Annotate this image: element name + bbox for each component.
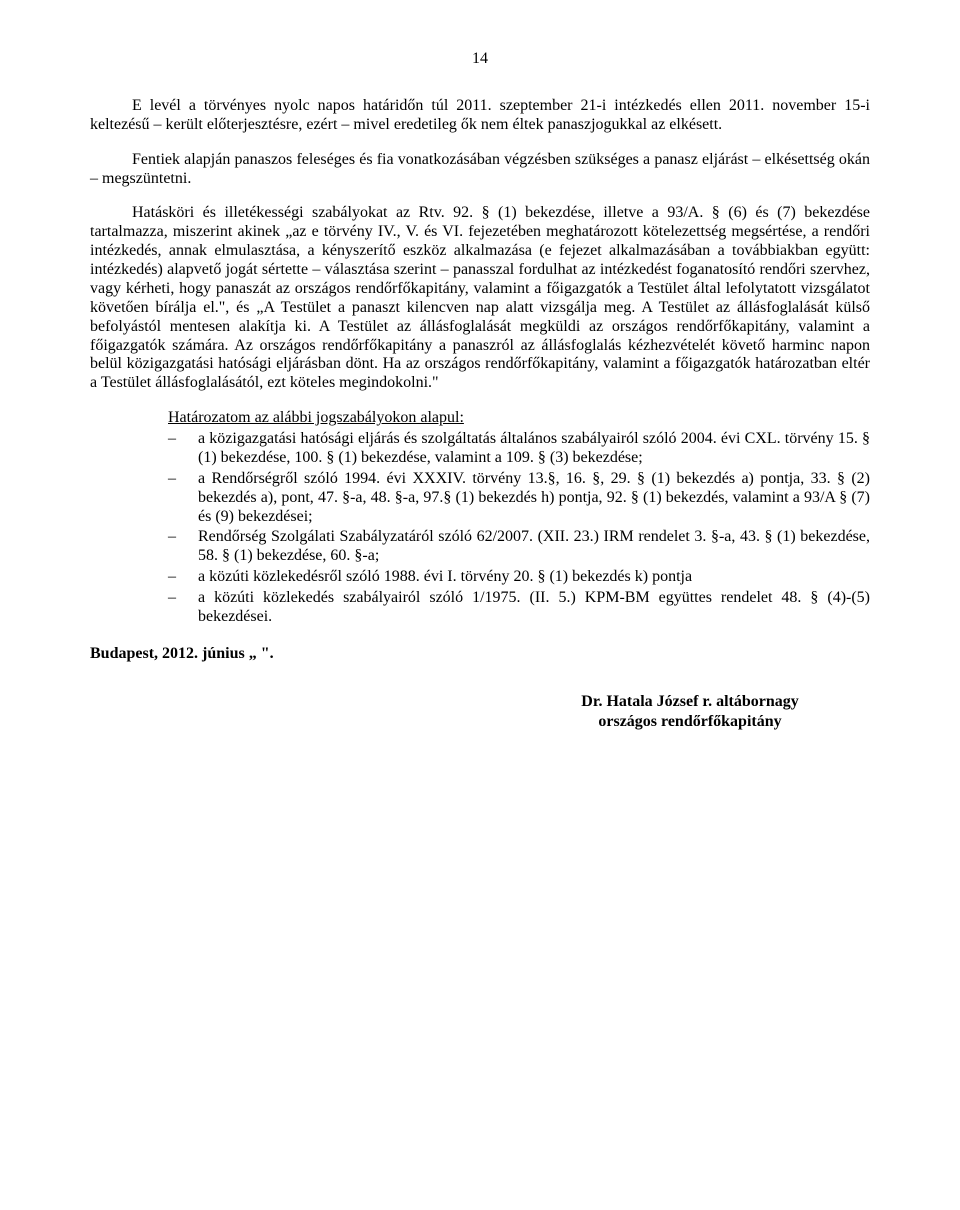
page-number: 14 [90, 50, 870, 69]
list-item: a közigazgatási hatósági eljárás és szol… [168, 430, 870, 468]
legal-basis-block: Határozatom az alábbi jogszabályokon ala… [90, 409, 870, 627]
list-item: a közúti közlekedés szabályairól szóló 1… [168, 589, 870, 627]
signature-name: Dr. Hatala József r. altábornagy [510, 692, 870, 712]
paragraph-2: Fentiek alapján panaszos feleséges és fi… [90, 151, 870, 189]
signature-title: országos rendőrfőkapitány [510, 712, 870, 732]
list-item: a közúti közlekedésről szóló 1988. évi I… [168, 568, 870, 587]
signoff-dateline: Budapest, 2012. június „ ". [90, 645, 870, 664]
paragraph-3: Hatásköri és illetékességi szabályokat a… [90, 204, 870, 393]
list-item: Rendőrség Szolgálati Szabályzatáról szól… [168, 528, 870, 566]
paragraph-1: E levél a törvényes nyolc napos határidő… [90, 97, 870, 135]
signature-block: Dr. Hatala József r. altábornagy országo… [510, 692, 870, 732]
list-item: a Rendőrségről szóló 1994. évi XXXIV. tö… [168, 470, 870, 527]
legal-basis-list: a közigazgatási hatósági eljárás és szol… [168, 430, 870, 627]
legal-basis-heading: Határozatom az alábbi jogszabályokon ala… [168, 409, 870, 428]
